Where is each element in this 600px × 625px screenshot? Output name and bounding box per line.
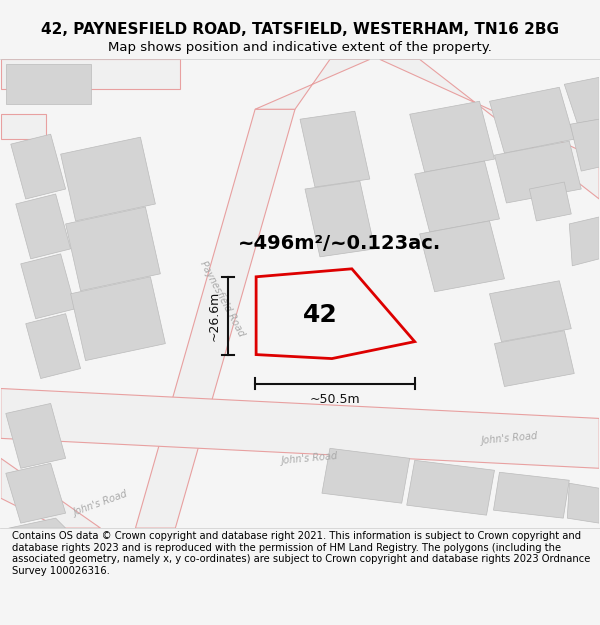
Text: 42, PAYNESFIELD ROAD, TATSFIELD, WESTERHAM, TN16 2BG: 42, PAYNESFIELD ROAD, TATSFIELD, WESTERH…: [41, 22, 559, 38]
Polygon shape: [493, 472, 569, 518]
Polygon shape: [322, 448, 410, 503]
Polygon shape: [26, 314, 80, 379]
Polygon shape: [380, 59, 599, 199]
Polygon shape: [61, 137, 155, 221]
Text: John's Road: John's Road: [481, 431, 538, 446]
Polygon shape: [569, 217, 599, 266]
Polygon shape: [490, 88, 574, 153]
Text: 42: 42: [302, 302, 337, 327]
Polygon shape: [407, 460, 494, 515]
Polygon shape: [494, 141, 581, 203]
Polygon shape: [1, 59, 181, 89]
Polygon shape: [65, 207, 160, 291]
Polygon shape: [6, 463, 65, 523]
Polygon shape: [419, 221, 505, 292]
Polygon shape: [6, 64, 91, 104]
Polygon shape: [255, 59, 370, 109]
Polygon shape: [529, 182, 571, 221]
Text: John's Road: John's Road: [281, 451, 339, 466]
Polygon shape: [11, 134, 65, 199]
Text: ~496m²/~0.123ac.: ~496m²/~0.123ac.: [238, 234, 442, 253]
Polygon shape: [1, 114, 46, 139]
Polygon shape: [71, 277, 166, 361]
Polygon shape: [16, 194, 71, 259]
Polygon shape: [300, 111, 370, 187]
Polygon shape: [564, 78, 599, 123]
Polygon shape: [21, 254, 76, 319]
Polygon shape: [567, 483, 599, 523]
Polygon shape: [490, 281, 571, 342]
Text: John's Road: John's Road: [72, 489, 129, 518]
Polygon shape: [136, 109, 295, 528]
Polygon shape: [6, 404, 65, 468]
Polygon shape: [494, 331, 574, 386]
Text: Paynesfield Road: Paynesfield Road: [198, 259, 247, 338]
Polygon shape: [570, 119, 599, 171]
Polygon shape: [415, 161, 499, 232]
Text: ~26.6m: ~26.6m: [208, 291, 221, 341]
Polygon shape: [305, 181, 375, 257]
Polygon shape: [1, 389, 599, 468]
Text: ~50.5m: ~50.5m: [310, 393, 360, 406]
Polygon shape: [9, 518, 65, 528]
Polygon shape: [410, 101, 494, 172]
Text: Map shows position and indicative extent of the property.: Map shows position and indicative extent…: [108, 41, 492, 54]
Polygon shape: [1, 458, 101, 528]
Text: Contains OS data © Crown copyright and database right 2021. This information is : Contains OS data © Crown copyright and d…: [12, 531, 590, 576]
